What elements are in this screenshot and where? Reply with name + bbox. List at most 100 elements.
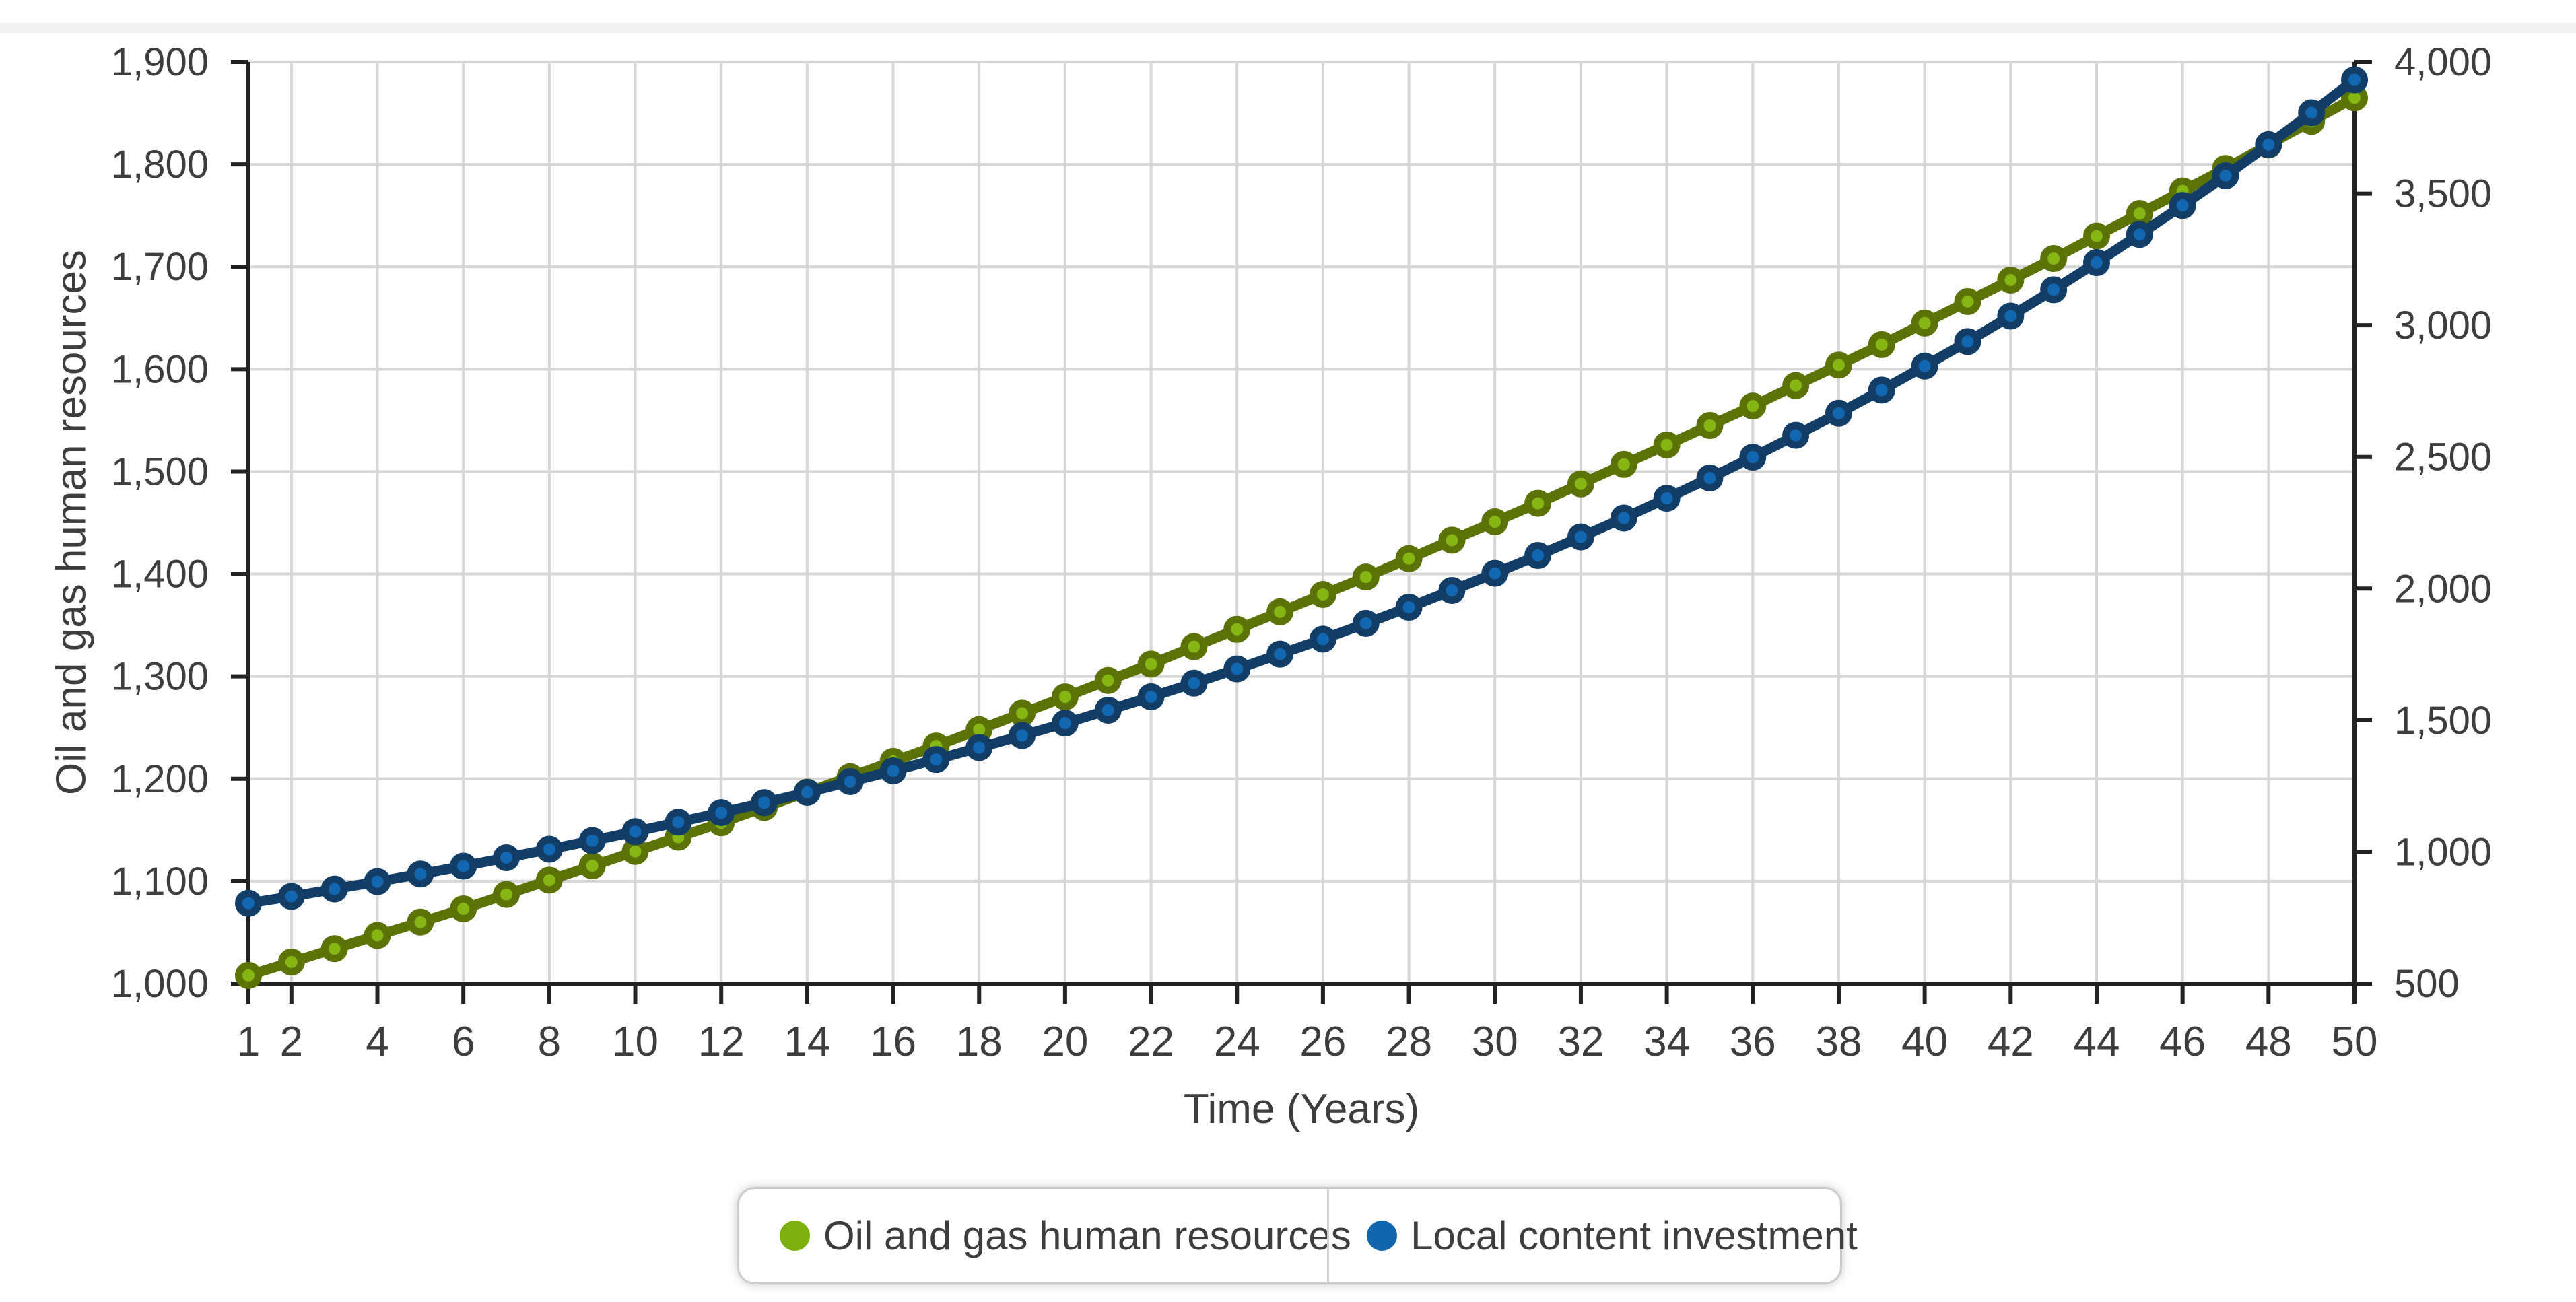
series-1-marker [493, 844, 520, 872]
x-tick-label: 2 [280, 1019, 303, 1065]
series-1-marker [1266, 640, 1294, 668]
series-1-marker [277, 883, 305, 910]
series-1-marker [1610, 504, 1637, 532]
series-1-marker [2040, 276, 2068, 304]
series-0-marker [407, 908, 434, 936]
series-0-marker [1438, 526, 1466, 554]
x-tick-label: 32 [1557, 1019, 1604, 1065]
series-1-marker [879, 757, 907, 784]
y-right-tick-label: 2,000 [2394, 567, 2492, 611]
series-1-marker [1997, 302, 2025, 330]
series-1-marker [1868, 376, 1895, 404]
series-0-marker [1825, 351, 1852, 379]
series-1-marker [1481, 559, 1509, 587]
y-left-tick-label: 1,600 [111, 347, 209, 391]
series-1-marker [1524, 542, 1552, 570]
series-1-marker [407, 860, 434, 888]
series-1-marker [708, 799, 735, 827]
series-0-marker [320, 935, 348, 963]
series-1-marker [1051, 710, 1079, 737]
x-tick-label: 8 [538, 1019, 561, 1065]
series-0-marker [1094, 666, 1122, 694]
legend: Oil and gas human resources Local conten… [737, 1187, 1858, 1284]
x-tick-label: 12 [698, 1019, 745, 1065]
x-tick-label: 10 [612, 1019, 658, 1065]
series-1-marker [2212, 162, 2239, 189]
series-1-marker [965, 734, 993, 761]
series-0-marker [1653, 431, 1681, 458]
series-0-marker [1997, 266, 2025, 294]
series-0-marker [364, 922, 391, 949]
series-0-marker [1954, 287, 1981, 315]
x-tick-label: 50 [2332, 1019, 2378, 1065]
y-left-tick-label: 1,400 [111, 553, 209, 596]
series-1-marker [1825, 399, 1852, 427]
series-1-marker [1567, 523, 1594, 551]
y-left-tick-label: 1,900 [111, 40, 209, 84]
series-0-marker [1223, 615, 1251, 643]
series-0-marker [2082, 222, 2110, 250]
series-1-marker [1223, 655, 1251, 683]
x-tick-label: 22 [1128, 1019, 1174, 1065]
series-1-marker [2126, 221, 2153, 248]
y-left-tick-label: 1,500 [111, 450, 209, 493]
series-1-marker [2255, 131, 2282, 158]
series-1-marker [922, 746, 950, 774]
series-0-marker [1137, 650, 1165, 678]
x-tick-label: 44 [2073, 1019, 2120, 1065]
x-tick-label: 4 [366, 1019, 388, 1065]
series-0-marker [1352, 563, 1380, 591]
series-0-marker [1696, 411, 1724, 439]
x-tick-label: 30 [1472, 1019, 1518, 1065]
y-right-tick-label: 1,000 [2394, 830, 2492, 874]
series-1-marker [1352, 609, 1380, 637]
series-0-marker [2040, 245, 2068, 273]
legend-marker-blue-icon [1367, 1221, 1398, 1251]
series-0-marker [277, 949, 305, 976]
legend-label-local-content: Local content investment [1411, 1213, 1858, 1258]
series-1-marker [1137, 683, 1165, 711]
x-tick-label: 38 [1815, 1019, 1862, 1065]
y-left-tick-label: 1,300 [111, 655, 209, 699]
y-left-tick-label: 1,000 [111, 962, 209, 1006]
series-1-marker [1009, 722, 1036, 749]
x-tick-label: 1 [237, 1019, 260, 1065]
series-0-marker [450, 895, 477, 922]
y-axis-title-left: Oil and gas human resources [48, 250, 95, 795]
series-1-marker [364, 868, 391, 895]
series-0-marker [1567, 470, 1594, 498]
series-0-marker [1051, 683, 1079, 711]
series-1-marker [1739, 444, 1767, 471]
series-0-marker [1911, 309, 1938, 337]
x-tick-label: 16 [870, 1019, 916, 1065]
series-1-marker [1954, 328, 1981, 355]
series-1-marker [665, 809, 692, 836]
series-1-marker [1094, 696, 1122, 724]
series-0-marker [1266, 598, 1294, 625]
legend-item-oil-and-gas: Oil and gas human resources [739, 1189, 1351, 1282]
series-1-marker [2341, 66, 2368, 94]
x-tick-label: 6 [452, 1019, 475, 1065]
x-tick-label: 28 [1386, 1019, 1432, 1065]
series-1-marker [1438, 577, 1466, 605]
series-0-marker [2126, 200, 2153, 228]
x-tick-label: 36 [1730, 1019, 1776, 1065]
series-1-marker [836, 767, 864, 795]
series-1-marker [1653, 485, 1681, 512]
series-1-marker [320, 875, 348, 903]
x-tick-label: 40 [1901, 1019, 1948, 1065]
y-left-tick-label: 1,200 [111, 757, 209, 801]
legend-marker-green-icon [780, 1221, 810, 1251]
series-1-marker [578, 827, 606, 854]
x-axis-title: Time (Years) [1183, 1086, 1420, 1132]
series-1-marker [2298, 99, 2326, 127]
series-0-marker [493, 881, 520, 908]
series-0-marker [1782, 372, 1810, 399]
series-1-marker [1911, 352, 1938, 380]
series-1-marker [1696, 465, 1724, 492]
series-0-marker [1610, 450, 1637, 478]
x-tick-label: 14 [784, 1019, 830, 1065]
series-1-marker [235, 889, 262, 917]
